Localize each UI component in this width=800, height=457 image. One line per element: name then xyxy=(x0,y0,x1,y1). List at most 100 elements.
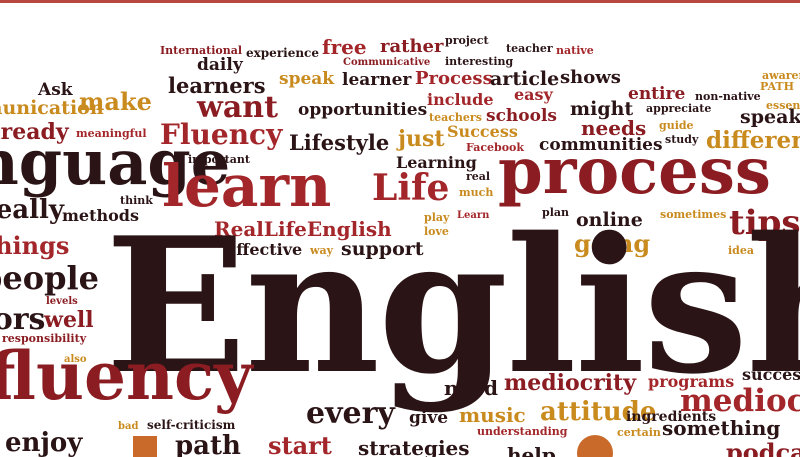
word-fluency-big: fluency xyxy=(0,337,253,415)
word-english: English xyxy=(105,196,800,415)
word-guide: guide xyxy=(659,119,694,132)
word-errors: errors xyxy=(0,302,46,337)
word-article: article xyxy=(490,68,560,90)
word-speaking: speaking xyxy=(740,106,800,128)
word-really: really xyxy=(0,195,64,225)
word-methods: methods xyxy=(62,206,139,225)
word-teachers: teachers xyxy=(429,111,482,124)
word-start: start xyxy=(268,431,332,457)
word-path-caps: PATH xyxy=(760,80,794,93)
word-levels: levels xyxy=(46,296,78,307)
word-teacher: teacher xyxy=(506,42,553,55)
word-process-big: process xyxy=(498,134,771,209)
word-project: project xyxy=(445,34,489,47)
word-help: help xyxy=(507,443,556,457)
word-real: real xyxy=(466,170,491,183)
word-different: different xyxy=(706,127,800,154)
word-reallifeenglish: RealLifeEnglish xyxy=(214,217,392,241)
word-tips: tips xyxy=(729,203,800,243)
word-lifestyle: Lifestyle xyxy=(289,130,390,155)
word-also: also xyxy=(64,354,87,365)
word-learn-small: Learn xyxy=(457,210,490,221)
word-language: language xyxy=(0,126,231,199)
word-well: well xyxy=(44,307,94,333)
word-daily: daily xyxy=(197,55,243,75)
word-needs: needs xyxy=(581,116,647,140)
orange-square-mark xyxy=(133,436,157,457)
word-idea: idea xyxy=(728,244,754,257)
word-communities: communities xyxy=(539,135,663,155)
word-include: include xyxy=(427,90,494,109)
word-much: much xyxy=(459,186,494,199)
word-free: free xyxy=(322,35,367,59)
word-process-small: Process xyxy=(415,68,493,89)
word-love: love xyxy=(424,225,449,238)
word-people: people xyxy=(0,259,99,297)
word-path: path xyxy=(175,431,241,457)
word-strategies: strategies xyxy=(358,436,470,457)
word-entire: entire xyxy=(628,84,686,104)
word-success-title: Success xyxy=(447,122,518,141)
word-essential: essential xyxy=(766,99,800,112)
word-shows: shows xyxy=(560,67,621,88)
word-non-native: non-native xyxy=(695,90,761,103)
word-important: important xyxy=(188,153,250,166)
word-communicative: Communicative xyxy=(343,57,431,68)
word-learners: learners xyxy=(168,73,266,98)
word-communication: communication xyxy=(0,97,104,119)
word-ingredients: ingredients xyxy=(626,409,717,425)
word-bad: bad xyxy=(118,421,139,432)
word-appreciate: appreciate xyxy=(646,102,712,115)
word-learning: Learning xyxy=(396,153,477,172)
top-accent-bar xyxy=(0,0,800,3)
word-already: already xyxy=(0,119,69,145)
word-interesting: interesting xyxy=(445,55,514,68)
word-play: play xyxy=(424,211,450,224)
word-just: just xyxy=(398,126,445,152)
word-fluency-title: Fluency xyxy=(160,118,283,151)
word-attitude: attitude xyxy=(540,397,657,427)
word-understanding: understanding xyxy=(477,425,568,438)
word-learn-big: learn xyxy=(162,152,332,220)
word-self-criticism: self-criticism xyxy=(147,418,236,432)
word-native: native xyxy=(556,44,594,57)
word-every: every xyxy=(306,396,395,431)
word-international: International xyxy=(160,44,243,57)
word-rather: rather xyxy=(380,36,444,57)
word-want: want xyxy=(197,90,278,125)
word-give: give xyxy=(409,408,449,428)
word-podcast: podcast xyxy=(726,438,800,457)
word-plan: plan xyxy=(542,206,569,219)
word-music: music xyxy=(459,403,526,427)
word-learner: learner xyxy=(342,70,412,90)
word-mediocre: mediocre xyxy=(680,383,800,419)
word-sometimes: sometimes xyxy=(660,208,727,221)
word-life: Life xyxy=(372,167,450,209)
word-might: might xyxy=(570,98,634,120)
word-mediocrity: mediocrity xyxy=(504,370,636,396)
word-experience: experience xyxy=(246,46,319,60)
word-something: something xyxy=(662,416,781,440)
word-awareness: awareness xyxy=(762,69,800,82)
word-think: think xyxy=(120,194,153,207)
word-responsibility: responsibility xyxy=(2,332,87,345)
word-things: things xyxy=(0,231,70,260)
word-easy: easy xyxy=(514,85,553,104)
word-online: online xyxy=(576,209,643,231)
word-study: study xyxy=(665,133,699,146)
word-schools: schools xyxy=(486,106,557,126)
word-programs: programs xyxy=(648,372,735,391)
word-effective: Effective xyxy=(224,240,303,259)
word-support: support xyxy=(341,238,424,260)
word-speak: speak xyxy=(279,69,335,89)
word-facebook: Facebook xyxy=(466,141,525,154)
word-opportunities: opportunities xyxy=(298,100,428,120)
word-need: need xyxy=(444,376,498,400)
word-going: going xyxy=(574,229,651,258)
word-success-small: success xyxy=(742,365,800,384)
word-certain: certain xyxy=(617,426,661,439)
word-make: make xyxy=(79,87,152,116)
orange-dot-mark xyxy=(577,435,613,457)
word-ask: Ask xyxy=(38,80,73,100)
